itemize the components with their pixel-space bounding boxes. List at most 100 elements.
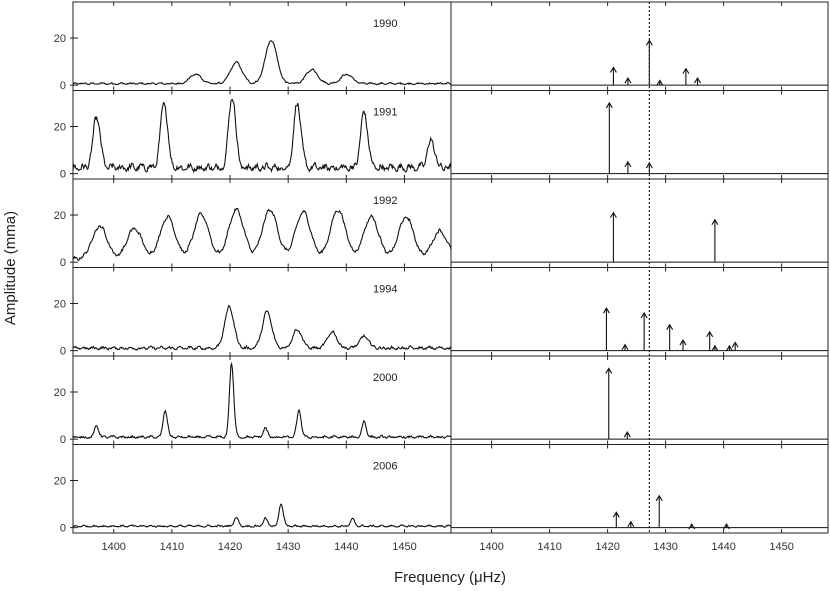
x-tick-label: 1440 [334,541,358,553]
frequency-arrow [609,66,617,86]
panel-year-label: 1992 [373,195,397,207]
arrow-head [725,344,733,352]
x-tick-label: 1440 [711,541,735,553]
frequency-arrow [711,218,719,263]
panel-1994: 0 20 1994 [54,267,829,358]
spectrum-frame [72,178,452,268]
arrow-head [731,341,739,348]
arrow-head [711,344,719,352]
x-tick-label: 1410 [537,541,561,553]
spectrum-frame [72,444,452,534]
x-tick-label: 1420 [218,541,242,553]
frequency-arrow [623,431,631,440]
arrow-head [640,311,648,319]
frequency-frame [450,355,829,445]
panel-year-label: 1991 [373,107,397,119]
x-tick-label: 1430 [276,541,300,553]
frequency-arrow [679,338,687,351]
arrow-head [609,66,617,73]
spectrum-trace [72,304,452,351]
frequency-arrow [605,101,613,174]
frequency-arrow [645,161,653,174]
arrow-head [612,511,620,518]
panel-2000: 0 20 2000 [54,355,829,446]
arrow-head [621,343,629,351]
frequency-arrow [731,341,739,351]
frequency-arrow [723,523,730,530]
y-tick-label: 20 [54,210,66,222]
arrow-head [624,77,632,84]
panel-year-label: 1994 [373,284,397,296]
arrow-head [679,338,687,346]
arrow-head [624,160,632,168]
spectrum-frame [72,355,452,445]
arrow-head [627,520,635,528]
frequency-arrow [627,520,635,528]
spectrum-trace [73,40,452,86]
frequency-frame [450,267,829,357]
y-axis-title: Amplitude (mma) [2,211,19,325]
arrow-head [682,67,690,74]
arrow-head [666,323,674,330]
y-tick-label: 20 [54,476,66,488]
y-tick-label: 0 [60,80,66,92]
frequency-arrow [655,494,663,528]
frequency-frame [450,444,829,534]
frequency-arrow [666,323,674,351]
frequency-frame [450,1,829,91]
y-tick-label: 0 [60,169,66,181]
panel-year-label: 1990 [373,18,397,30]
panels: 0 20 1990 0 20 1991 0 20 1992 0 20 1994 0 20 2000 0 20 20… [54,1,829,553]
panel-year-label: 2000 [373,372,397,384]
panel-2006: 0 20 2006 [54,444,829,535]
x-tick-label: 1410 [160,541,184,553]
frequency-arrow [621,343,629,351]
arrow-head [602,307,610,314]
arrow-head [609,211,617,218]
y-tick-label: 0 [60,523,66,535]
frequency-arrow [612,511,620,528]
frequency-arrow [605,367,613,440]
arrow-head [688,523,696,530]
frequency-frame [450,178,829,268]
spectrum-trace [72,503,452,528]
y-tick-label: 20 [54,299,66,311]
x-tick-label: 1430 [653,541,677,553]
frequency-arrow [624,77,632,86]
frequency-arrow [602,307,610,351]
frequency-arrow [725,344,733,352]
y-tick-label: 20 [54,387,66,399]
frequency-arrow [624,160,632,174]
frequency-arrow [706,330,714,351]
arrow-head [723,523,730,530]
frequency-arrow [609,211,617,263]
x-tick-label: 1420 [595,541,619,553]
arrow-head [706,330,714,338]
arrow-head [711,218,719,225]
spectrum-frame [72,267,452,357]
frequency-arrow [640,311,648,351]
x-axis-title: Frequency (μHz) [394,569,506,586]
spectrum-trace [72,361,452,440]
y-tick-label: 20 [54,122,66,134]
frequency-arrow [711,344,719,352]
y-tick-label: 20 [54,33,66,45]
panel-1990: 0 20 1990 [54,1,829,92]
arrow-head [605,367,613,374]
spectrum-trace [72,98,452,174]
x-tick-label: 1400 [479,541,503,553]
arrow-head [623,431,631,438]
panel-year-label: 2006 [373,461,397,473]
frequency-arrow [656,79,664,86]
frequency-arrow [688,523,696,530]
arrow-head [694,77,701,84]
x-tick-label: 1450 [392,541,416,553]
arrow-head [605,101,613,109]
arrow-head [645,39,653,46]
x-tick-label: 1400 [101,541,125,553]
y-tick-label: 0 [60,346,66,358]
frequency-arrow [682,67,690,86]
y-tick-label: 0 [60,434,66,446]
x-tick-label: 1450 [769,541,793,553]
spectrum-frame [72,1,452,91]
